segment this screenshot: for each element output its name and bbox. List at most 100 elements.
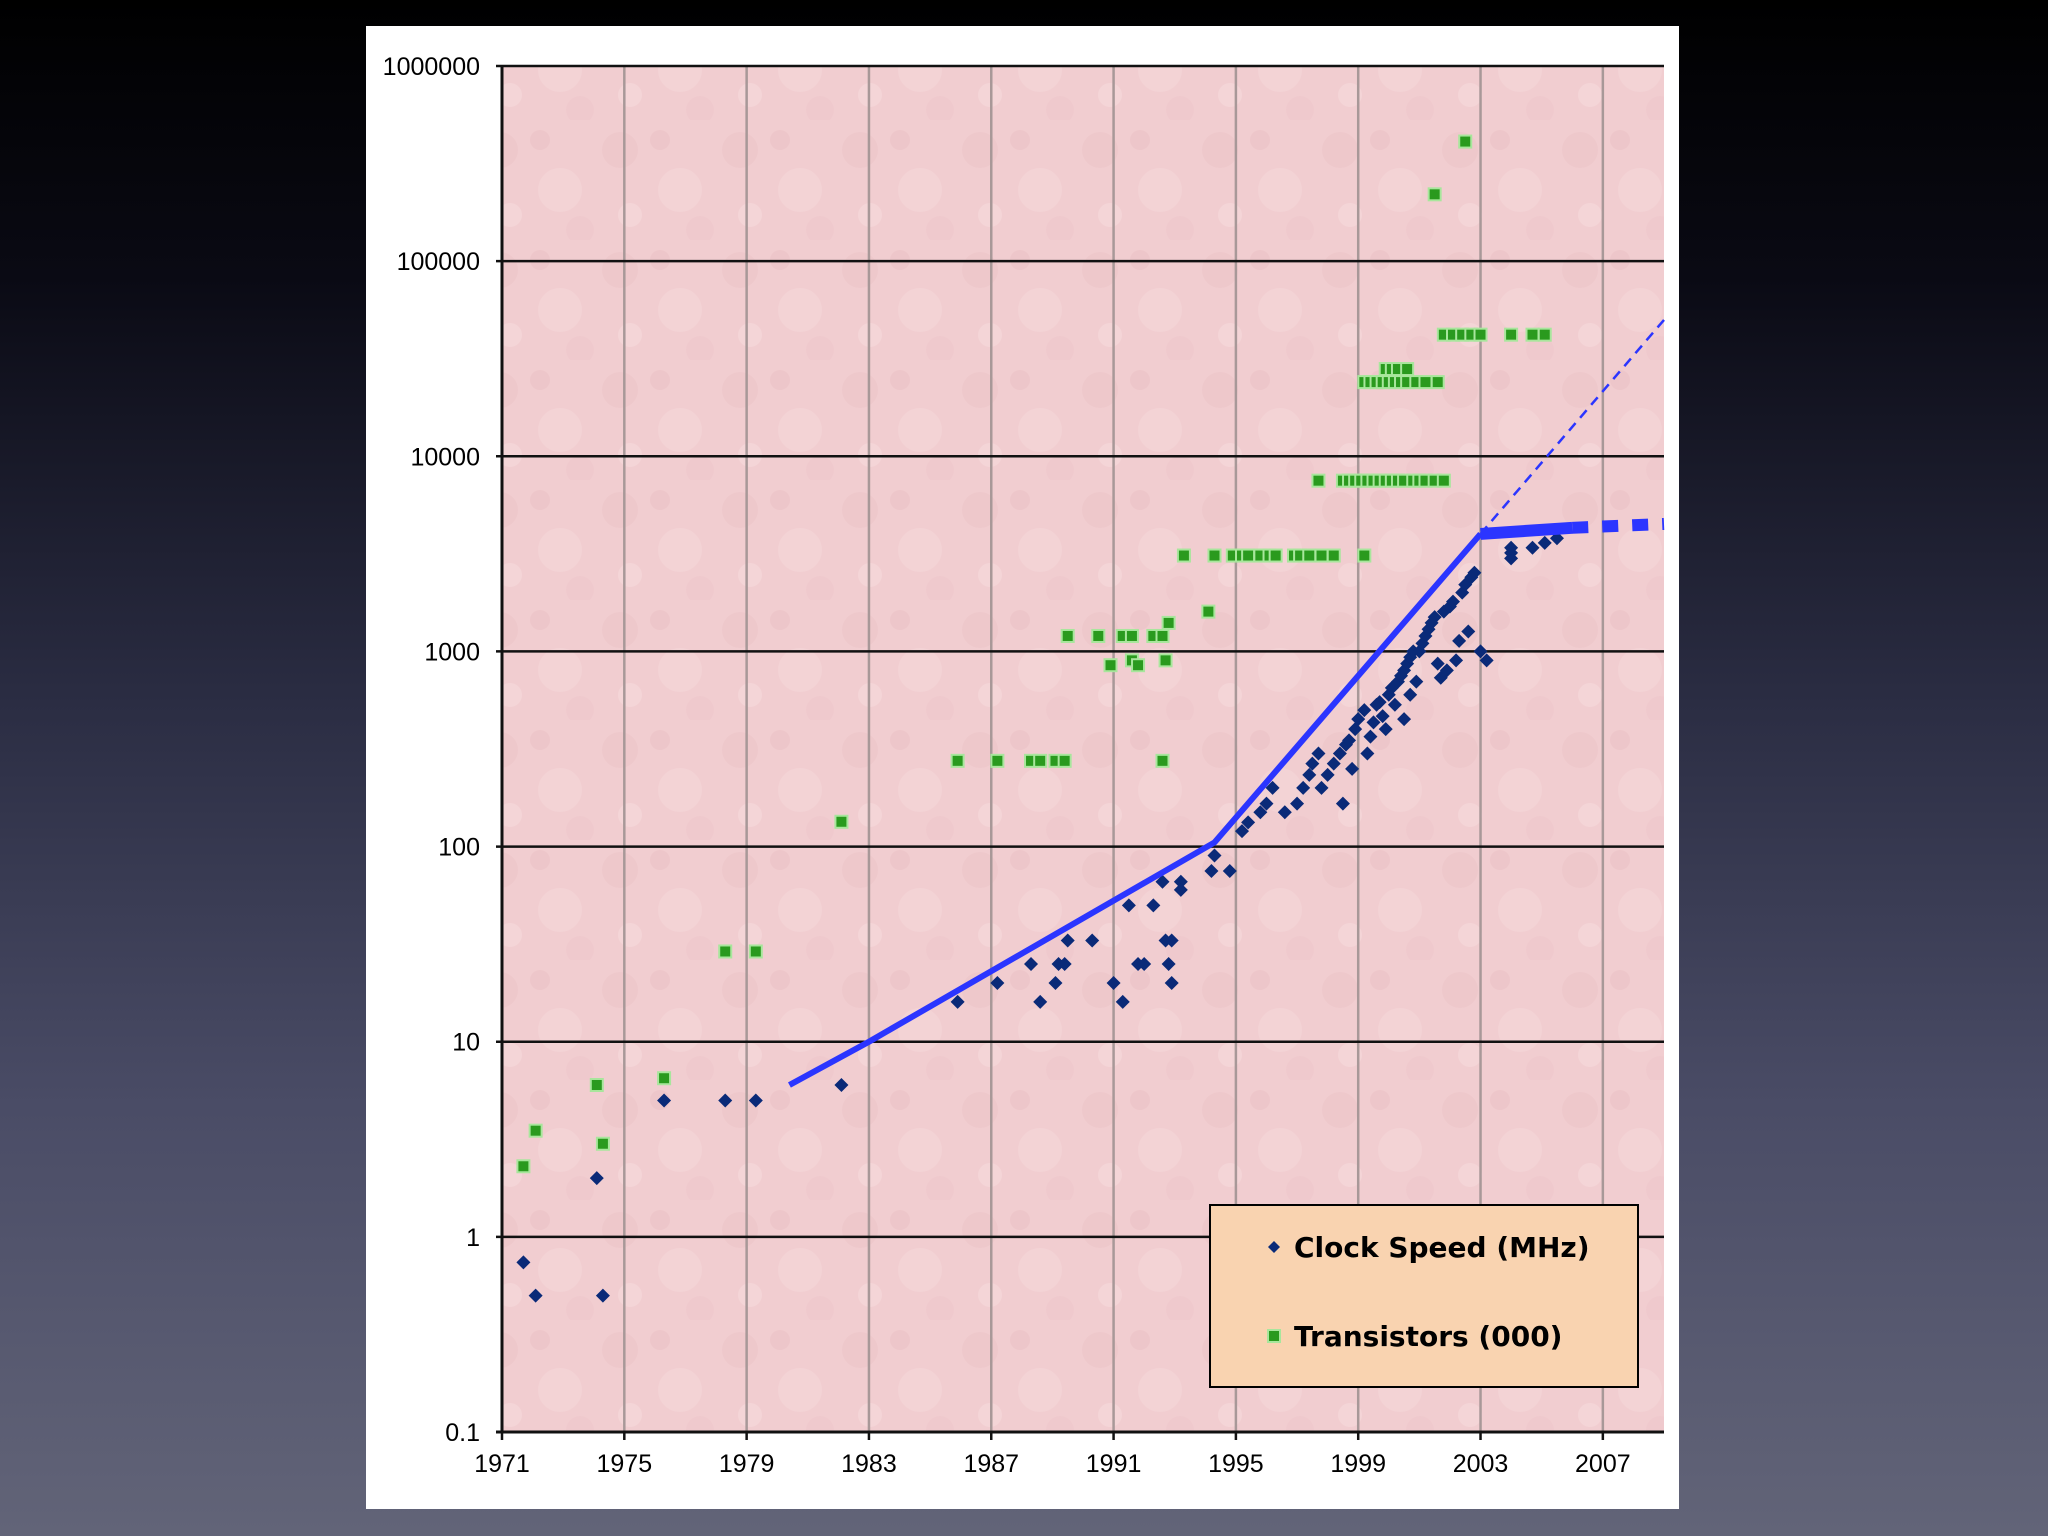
transistor-point-67 <box>1418 375 1433 390</box>
y-tick-label-100000: 100000 <box>397 248 480 276</box>
clock-speed-point-46 <box>1326 756 1341 771</box>
clock-speed-point-3 <box>595 1288 610 1303</box>
clock-speed-point-59 <box>1372 695 1387 710</box>
clock-speed-point-87 <box>1452 633 1467 648</box>
transistor-point-11 <box>1033 753 1048 768</box>
clock-speed-point-28 <box>1173 874 1188 889</box>
transistor-point-18 <box>1124 628 1139 643</box>
transistor-point-6 <box>748 944 763 959</box>
x-axis-tick-labels: 1971 1975 1979 1983 1987 1991 1995 1999 2003 2007 <box>474 1450 1630 1478</box>
clock-speed-point-71 <box>1409 674 1424 689</box>
clock-speed-point-26 <box>1164 975 1179 990</box>
x-tick-label-1987: 1987 <box>963 1450 1019 1478</box>
clock-speed-point-27 <box>1164 933 1179 948</box>
transistor-point-78 <box>1504 327 1519 342</box>
clock-speed-point-73 <box>1403 687 1418 702</box>
transistor-point-3 <box>595 1136 610 1151</box>
transistor-point-38 <box>1314 548 1329 563</box>
clock-speed-point-99 <box>1537 535 1552 550</box>
clock-speed-point-43 <box>1311 746 1326 761</box>
clock-speed-point-48 <box>1335 796 1350 811</box>
transistor-point-81 <box>1427 187 1442 202</box>
clock-speed-point-16 <box>1085 933 1100 948</box>
trend-lines <box>788 319 1665 1088</box>
clock-speed-point-1 <box>528 1288 543 1303</box>
clock-speed-point-86 <box>1449 653 1464 668</box>
y-tick-label-1000000: 1000000 <box>383 53 480 81</box>
clock-speed-point-25 <box>1161 957 1176 972</box>
transistor-point-20 <box>1155 628 1170 643</box>
transistor-point-8 <box>950 753 965 768</box>
transistor-point-16 <box>1091 628 1106 643</box>
clock-speed-point-61 <box>1378 722 1393 737</box>
clock-speed-point-50 <box>1342 733 1357 748</box>
clock-speed-point-15 <box>1060 933 1075 948</box>
clock-speed-point-29 <box>1173 882 1188 897</box>
transistor-point-41 <box>1311 473 1326 488</box>
clock-speed-point-35 <box>1253 805 1268 820</box>
transistor-point-40 <box>1357 548 1372 563</box>
clock-speed-point-2 <box>589 1171 604 1186</box>
clock-speed-point-93 <box>1479 653 1494 668</box>
clock-speed-point-19 <box>1121 898 1136 913</box>
transistor-point-24 <box>1131 658 1146 673</box>
x-tick-label-1995: 1995 <box>1208 1450 1264 1478</box>
x-tick-label-1975: 1975 <box>597 1450 653 1478</box>
transistor-point-57 <box>1436 473 1451 488</box>
clock-speed-point-10 <box>1024 957 1039 972</box>
clock-speed-point-38 <box>1277 805 1292 820</box>
transistor-point-13 <box>1057 753 1072 768</box>
clock-speed-point-80 <box>1430 656 1445 671</box>
trend-line-solid <box>788 531 1483 1088</box>
clock-speed-point-97 <box>1504 540 1519 555</box>
transistor-point-68 <box>1430 375 1445 390</box>
transistor-point-21 <box>1161 615 1176 630</box>
clock-speed-point-8 <box>950 994 965 1009</box>
clock-speed-point-37 <box>1265 780 1280 795</box>
transistor-point-14 <box>1155 753 1170 768</box>
transistor-point-1 <box>528 1123 543 1138</box>
transistor-point-9 <box>990 753 1005 768</box>
clock-speed-point-0 <box>516 1255 531 1270</box>
clock-speed-point-41 <box>1302 767 1317 782</box>
clock-speed-point-6 <box>748 1093 763 1108</box>
y-tick-label-1: 1 <box>466 1224 480 1252</box>
clock-speed-point-5 <box>718 1093 733 1108</box>
clock-speed-point-11 <box>1033 994 1048 1009</box>
clock-speed-point-57 <box>1366 715 1381 730</box>
x-tick-label-1979: 1979 <box>719 1450 775 1478</box>
transistor-point-2 <box>589 1078 604 1093</box>
clock-speed-point-18 <box>1115 994 1130 1009</box>
legend-box <box>1209 1204 1639 1388</box>
trend-line-solid-thick <box>1480 521 1573 540</box>
clock-speed-point-72 <box>1397 712 1412 727</box>
clock-speed-point-54 <box>1357 703 1372 718</box>
clock-speed-point-34 <box>1241 815 1256 830</box>
x-tick-label-1971: 1971 <box>474 1450 530 1478</box>
series-clock-speed <box>516 531 1564 1303</box>
clock-speed-point-64 <box>1387 697 1402 712</box>
transistor-point-79 <box>1525 327 1540 342</box>
clock-speed-point-14 <box>1057 957 1072 972</box>
transistor-point-77 <box>1473 327 1488 342</box>
clock-speed-point-23 <box>1155 874 1170 889</box>
transistor-point-7 <box>834 814 849 829</box>
clock-speed-point-45 <box>1320 767 1335 782</box>
x-tick-label-1991: 1991 <box>1086 1450 1142 1478</box>
clock-speed-point-56 <box>1363 729 1378 744</box>
horizontal-gridlines <box>496 64 1664 1239</box>
clock-speed-point-4 <box>657 1093 672 1108</box>
transistor-point-82 <box>1458 134 1473 149</box>
transistor-point-34 <box>1268 548 1283 563</box>
transistor-point-0 <box>516 1159 531 1174</box>
x-tick-label-2003: 2003 <box>1453 1450 1509 1478</box>
legend-clock-label: Clock Speed (MHz) <box>1294 1231 1590 1264</box>
y-tick-label-0.1: 0.1 <box>445 1419 480 1447</box>
transistor-point-37 <box>1302 548 1317 563</box>
transistor-point-39 <box>1326 548 1341 563</box>
transistor-point-28 <box>1201 604 1216 619</box>
transistor-point-22 <box>1103 658 1118 673</box>
clock-speed-point-47 <box>1332 746 1347 761</box>
